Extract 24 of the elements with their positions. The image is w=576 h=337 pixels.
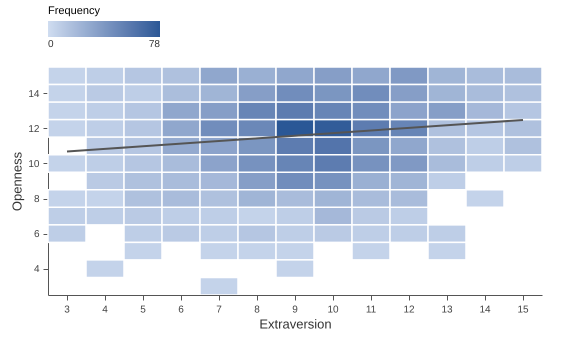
x-tick-label: 13 [441,304,453,316]
y-tick-label: 8 [34,194,40,206]
x-axis-title: Extraversion [259,316,332,332]
y-axis-title: Openness [9,151,24,212]
x-tick-label: 8 [254,304,260,316]
x-tick-label: 9 [292,304,298,316]
x-tick-label: 3 [64,304,70,316]
legend-title: Frequency [48,5,100,17]
x-tick-label: 14 [479,304,491,316]
x-tick-label: 7 [216,304,222,316]
color-bar-label: 78 [148,39,160,50]
y-tick-label: 14 [28,88,40,100]
y-tick-label: 4 [34,264,40,276]
x-tick-label: 4 [102,304,108,316]
x-tick-label: 12 [403,304,415,316]
x-tick-label: 5 [140,304,146,316]
x-tick-label: 10 [327,304,339,316]
x-tick-label: 11 [366,304,377,316]
color-bar-label: 0 [48,39,54,50]
x-tick-label: 6 [178,304,184,316]
y-tick-label: 10 [28,158,40,170]
y-tick-label: 12 [28,124,40,135]
x-tick-label: 15 [517,304,529,316]
y-tick-label: 6 [34,229,40,240]
